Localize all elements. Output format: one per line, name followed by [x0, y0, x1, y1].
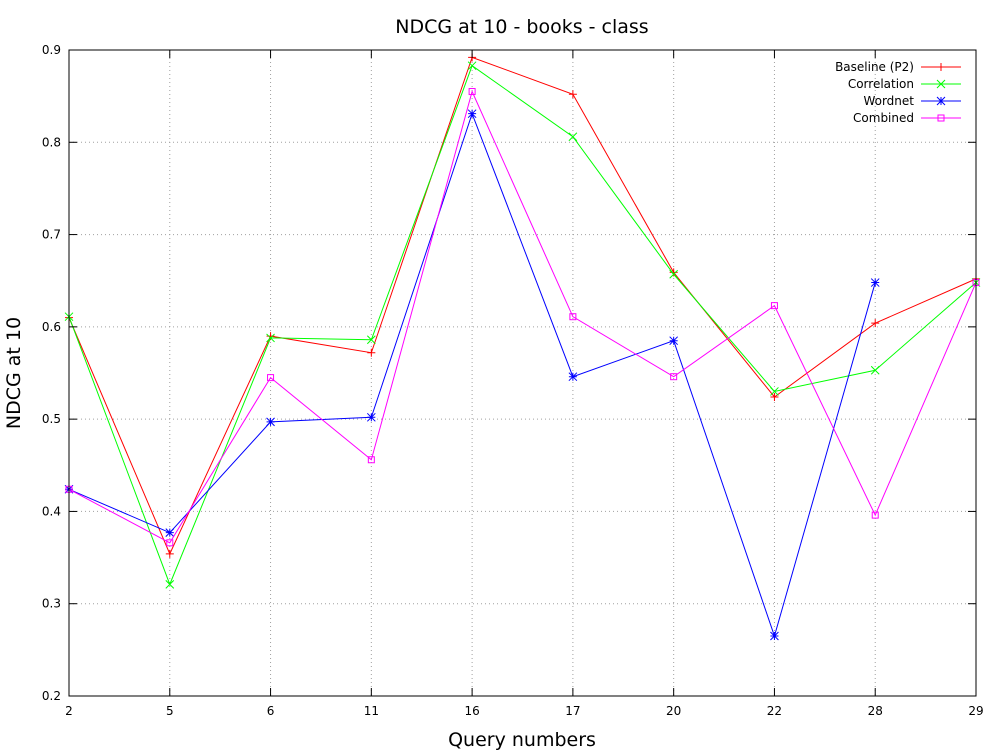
series-line-baseline-p2: [68, 56, 977, 556]
x-tick-label: 5: [166, 704, 174, 718]
y-tick-label: 0.6: [42, 320, 61, 334]
x-axis-label: Query numbers: [448, 729, 596, 750]
y-tick-label: 0.2: [42, 689, 61, 703]
series-line-combined: [68, 90, 977, 544]
legend-label: Baseline (P2): [835, 60, 914, 74]
star-marker: [669, 336, 679, 346]
x-tick-label: 20: [666, 704, 681, 718]
square-marker: [871, 511, 879, 519]
y-tick-label: 0.9: [42, 43, 61, 57]
plus-marker: [770, 392, 779, 401]
plot-frame: [68, 49, 977, 697]
star-marker: [467, 109, 477, 119]
x-tick-label: 16: [464, 704, 479, 718]
square-marker: [166, 539, 174, 547]
cross-marker: [266, 333, 275, 343]
series-line-correlation: [68, 64, 977, 586]
square-marker: [569, 313, 577, 321]
plus-marker: [937, 63, 945, 71]
legend: Baseline (P2) Correlation Wordnet Combined: [835, 60, 961, 125]
square-marker: [670, 373, 678, 381]
square-marker: [267, 374, 275, 382]
x-tick-label: 29: [968, 704, 983, 718]
x-tick-label: 17: [565, 704, 580, 718]
series-correlation: [64, 61, 981, 589]
square-marker: [937, 114, 945, 122]
cross-marker: [568, 132, 578, 142]
gridlines: [69, 50, 976, 696]
cross-marker: [936, 79, 946, 89]
x-tick-label: 28: [868, 704, 883, 718]
axis-ticks: 0.2 0.3 0.4 0.5 0.6 0.7 0.8 0.9 2 5 6 11 16 17 20 22 28 2…: [42, 43, 984, 718]
plus-marker: [669, 268, 678, 277]
y-tick-label: 0.4: [42, 504, 61, 518]
cross-marker: [870, 365, 880, 375]
cross-marker: [467, 61, 477, 71]
square-marker: [770, 302, 778, 310]
series-baseline-p2: [65, 53, 980, 558]
star-marker: [770, 631, 779, 641]
cross-marker: [366, 335, 376, 345]
x-tick-label: 11: [364, 704, 379, 718]
legend-label: Wordnet: [863, 94, 914, 108]
cross-marker: [770, 387, 779, 396]
cross-marker: [669, 269, 679, 279]
star-marker: [165, 528, 175, 538]
star-marker: [266, 417, 275, 427]
y-tick-label: 0.5: [42, 412, 61, 426]
legend-label: Correlation: [848, 77, 914, 91]
cross-marker: [165, 579, 175, 589]
x-tick-label: 2: [65, 704, 73, 718]
y-tick-label: 0.3: [42, 597, 61, 611]
star-marker: [366, 412, 376, 422]
series-wordnet: [64, 109, 880, 641]
legend-label: Combined: [853, 111, 914, 125]
x-tick-label: 6: [267, 704, 275, 718]
x-tick-label: 22: [767, 704, 782, 718]
plus-marker: [871, 319, 880, 328]
star-marker: [870, 278, 880, 287]
plus-marker: [165, 549, 174, 558]
series-combined: [65, 88, 980, 547]
y-tick-label: 0.8: [42, 135, 61, 149]
square-marker: [468, 88, 476, 96]
y-tick-label: 0.7: [42, 228, 61, 242]
y-axis-label: NDCG at 10: [3, 317, 25, 429]
square-marker: [367, 456, 375, 464]
star-marker: [568, 372, 578, 382]
series-lines: [64, 53, 981, 641]
plus-marker: [367, 348, 376, 357]
chart-title: NDCG at 10 - books - class: [395, 16, 648, 38]
star-marker: [936, 96, 946, 106]
plus-marker: [568, 90, 577, 99]
